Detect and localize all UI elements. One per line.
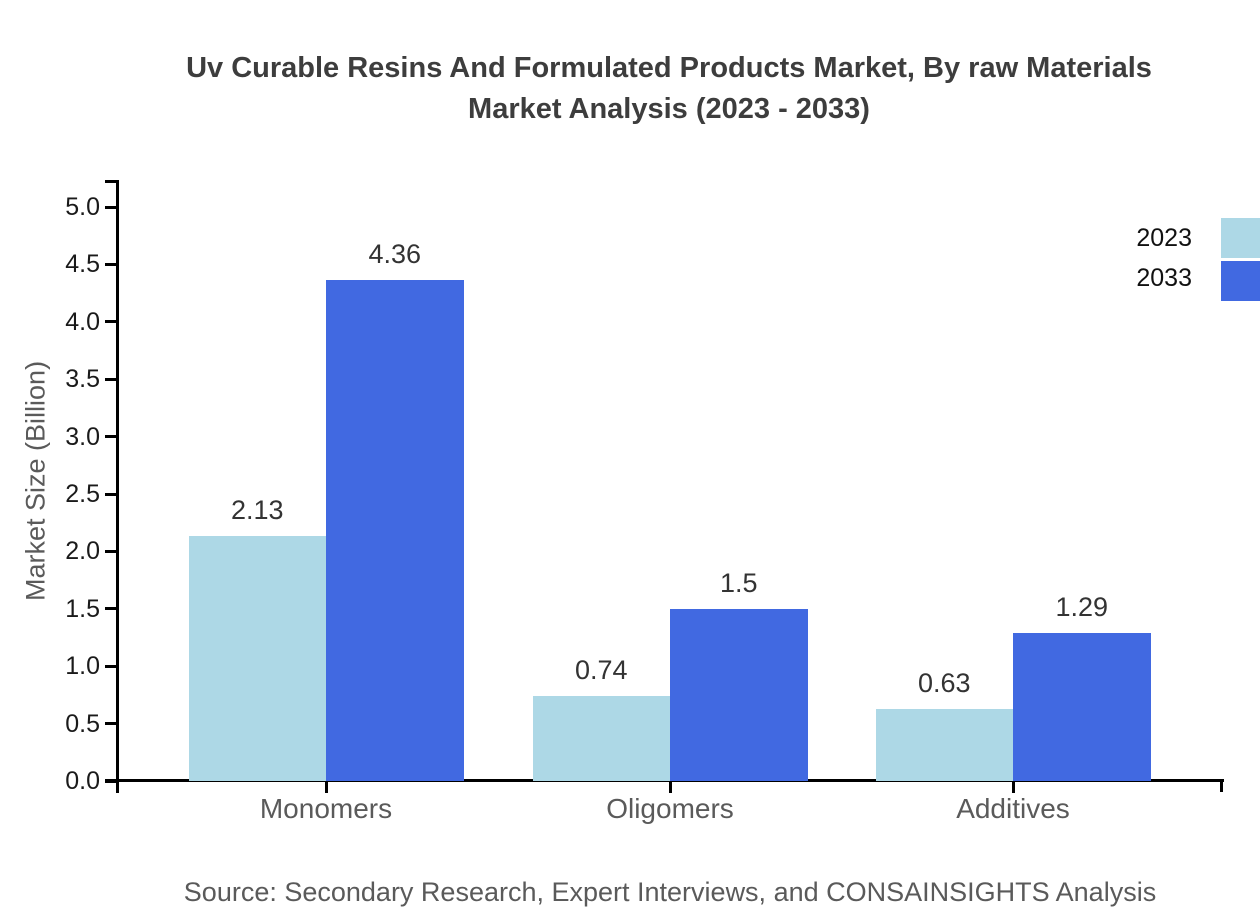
x-category-label: Oligomers — [606, 793, 734, 824]
x-axis-tick — [1011, 782, 1015, 793]
y-axis-tick — [105, 779, 118, 783]
y-axis-tick — [105, 435, 118, 439]
y-axis-tick — [105, 377, 118, 381]
chart-title-line2: Market Analysis (2023 - 2033) — [468, 93, 870, 125]
y-axis-top-cap — [105, 180, 118, 183]
y-axis-tick — [105, 664, 118, 668]
y-axis-tick — [105, 205, 118, 209]
y-axis-tick-label: 1.5 — [65, 594, 100, 623]
x-axis-right-cap — [1220, 779, 1223, 792]
legend-label-2023: 2023 — [1136, 224, 1192, 252]
y-axis-tick-label: 5.0 — [65, 193, 100, 221]
source-text: Source: Secondary Research, Expert Inter… — [183, 877, 1157, 907]
bar-value-label: 1.29 — [1055, 592, 1109, 622]
y-axis-tick-label: 4.5 — [65, 250, 100, 279]
y-axis-tick-label: 1.0 — [65, 652, 100, 681]
y-axis-tick — [105, 492, 118, 496]
legend-label-2033: 2033 — [1136, 264, 1192, 292]
y-axis-line — [116, 180, 119, 793]
y-axis-tick — [105, 607, 118, 611]
bar-value-label: 0.63 — [917, 668, 971, 698]
bar-2033-oligomers — [670, 609, 808, 781]
chart-title-line1: Uv Curable Resins And Formulated Product… — [186, 52, 1152, 84]
y-axis-tick-label: 2.0 — [65, 537, 100, 566]
plot-area: 0.0 0.5 1.0 1.5 2.0 2.5 3.0 3.5 4.0 4.5 5.0 Monomer… — [65, 180, 1224, 824]
y-axis-tick — [105, 549, 118, 553]
bar-2033-monomers — [326, 280, 464, 781]
y-axis-tick-label: 0.0 — [65, 767, 100, 795]
y-axis-tick-label: 0.5 — [65, 709, 100, 738]
legend-swatch-2033 — [1221, 261, 1260, 301]
x-axis-tick — [324, 782, 328, 793]
x-category-label: Monomers — [259, 793, 393, 824]
y-axis-tick-label: 4.0 — [65, 307, 100, 336]
bar-2023-monomers — [188, 536, 326, 781]
bar-value-label: 1.5 — [719, 568, 758, 598]
x-axis-tick — [668, 782, 672, 793]
bar-value-label: 0.74 — [574, 655, 628, 685]
x-category-label: Additives — [956, 793, 1070, 824]
bar-2023-oligomers — [532, 696, 670, 781]
y-axis-tick-label: 3.5 — [65, 365, 100, 394]
chart-title: Uv Curable Resins And Formulated Product… — [69, 48, 1260, 130]
y-axis-tick — [105, 262, 118, 266]
legend-swatch-2023 — [1221, 218, 1260, 258]
bar-2033-additives — [1013, 633, 1151, 781]
bar-2023-additives — [875, 709, 1013, 781]
y-axis-tick-label: 3.0 — [65, 422, 100, 451]
bar-value-label: 2.13 — [230, 495, 284, 525]
y-axis-tick-label: 2.5 — [65, 480, 100, 508]
y-axis-tick — [105, 320, 118, 324]
y-axis-tick — [105, 722, 118, 726]
bar-value-label: 4.36 — [368, 239, 422, 269]
